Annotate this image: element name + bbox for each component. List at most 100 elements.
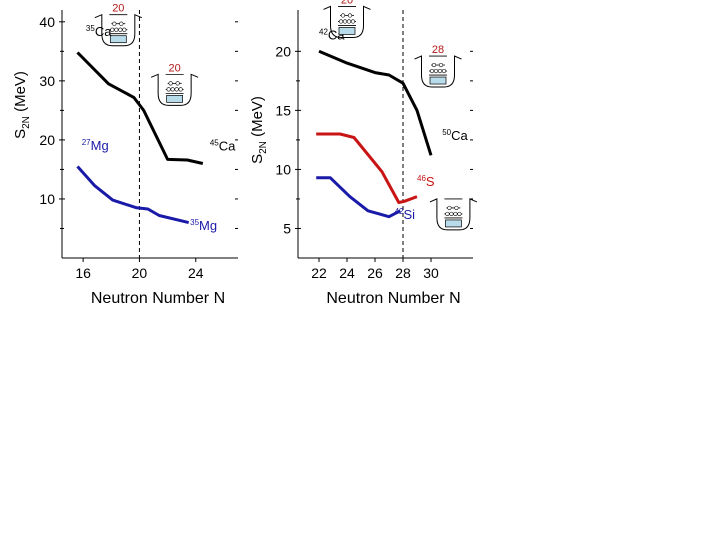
y-axis-title-subscript: 2N — [21, 116, 32, 129]
series-line-si-1 — [316, 176, 401, 219]
nucleon-dot-mid-1 — [433, 68, 439, 74]
nucleon-dot-0 — [168, 81, 173, 86]
nucleon-dot-1 — [347, 13, 353, 18]
y-axis-title-subscript: 2N — [258, 141, 269, 154]
x-axis-title: Neutron Number N — [326, 290, 460, 307]
isotope-element: S — [426, 174, 435, 189]
shell-diagram-1-2 — [429, 198, 478, 231]
nucleon-dot-mid-1 — [449, 211, 454, 217]
shell-core-box — [109, 35, 127, 44]
isotope-label: 27Mg — [82, 138, 109, 153]
y-tick-label: 30 — [39, 73, 55, 89]
isotope-label: 50Ca — [442, 128, 468, 143]
isotope-mass: 42 — [319, 28, 328, 37]
y-tick-label: 15 — [275, 102, 291, 118]
shell-label: 20 — [169, 62, 181, 74]
isotope-mass: 45 — [210, 139, 219, 148]
nucleon-dot-1 — [175, 81, 180, 86]
x-tick-label: 30 — [423, 265, 439, 281]
nucleon-dot-mid-0 — [338, 19, 344, 24]
shell-label: 20 — [112, 3, 124, 15]
isotope-mass: 42 — [395, 207, 404, 216]
nucleon-dot-mid-2 — [346, 19, 352, 24]
nucleon-dot-mid-0 — [445, 211, 450, 217]
nucleon-dot-0 — [431, 62, 437, 68]
isotope-mass: 46 — [417, 174, 426, 183]
x-tick-label: 28 — [395, 265, 411, 281]
isotope-mass: 35 — [190, 218, 199, 227]
nucleon-dot-0 — [112, 21, 117, 26]
y-tick-label: 10 — [39, 191, 55, 207]
isotope-label: 42Si — [395, 207, 416, 222]
shell-core-box — [338, 27, 356, 35]
nucleon-dot-mid-1 — [170, 87, 175, 92]
y-tick-label: 20 — [39, 132, 55, 148]
x-tick-label: 16 — [75, 265, 91, 281]
shell-diagram-1-1: 28 — [414, 44, 462, 88]
nucleon-dot-mid-3 — [457, 211, 462, 217]
y-tick-label: 10 — [275, 161, 291, 177]
isotope-element: Si — [404, 207, 416, 222]
nucleon-dot-mid-2 — [174, 87, 179, 92]
shell-well — [429, 198, 478, 231]
isotope-label: 35Ca — [86, 24, 112, 39]
shell-well — [94, 13, 143, 47]
nucleon-dot-mid-2 — [437, 68, 443, 74]
y-axis-title: S2N (MeV) — [12, 71, 32, 139]
isotope-mass: 27 — [82, 138, 91, 147]
y-axis-title-unit: (MeV) — [12, 71, 29, 116]
nucleon-dot-1 — [119, 21, 124, 26]
x-tick-label: 24 — [188, 265, 204, 281]
nucleon-dot-mid-1 — [342, 19, 348, 24]
shell-diagram-1-0: 20 — [323, 0, 371, 38]
y-axis-title: S2N (MeV) — [249, 96, 269, 164]
isotope-element: Ca — [451, 128, 468, 143]
isotope-label: 45Ca — [210, 139, 236, 154]
shell-well — [150, 73, 199, 106]
shell-diagram-0-1: 20 — [150, 62, 199, 106]
shell-core-box — [445, 219, 462, 228]
nucleon-dot-mid-0 — [166, 87, 171, 92]
series-line-mg-0 — [76, 165, 190, 225]
shell-well — [414, 55, 462, 88]
x-tick-label: 26 — [367, 265, 383, 281]
panel-0: 10 20 30 40 16 20 24 Neutron Number N S2N (MeV) 3… — [12, 3, 238, 307]
nucleon-dot-mid-3 — [122, 27, 127, 32]
shell-core-box — [166, 94, 183, 103]
y-tick-label: 5 — [283, 220, 291, 236]
nucleon-dot-mid-2 — [453, 211, 458, 217]
nucleon-dot-mid-2 — [118, 27, 123, 32]
y-tick-label: 20 — [275, 43, 291, 59]
nucleon-dot-1 — [438, 62, 444, 68]
nucleon-dot-mid-0 — [429, 68, 435, 74]
series-line-s-1 — [316, 132, 418, 204]
nucleon-dot-mid-3 — [441, 68, 447, 74]
y-axis-title-unit: (MeV) — [249, 96, 266, 141]
nucleon-dot-0 — [340, 13, 346, 18]
shell-core-box — [429, 76, 447, 85]
y-axis-title-symbol: S — [12, 129, 29, 139]
series-line-ca-1 — [318, 49, 433, 156]
nucleon-dot-mid-3 — [350, 19, 356, 24]
nucleon-dot-mid-0 — [110, 27, 115, 32]
x-tick-label: 20 — [132, 265, 148, 281]
x-tick-label: 22 — [311, 265, 327, 281]
y-axis-title-symbol: S — [249, 154, 266, 164]
isotope-element: Ca — [95, 24, 112, 39]
isotope-mass: 50 — [442, 128, 451, 137]
nucleon-dot-mid-1 — [114, 27, 119, 32]
series-line-ca-0 — [76, 51, 204, 165]
x-tick-label: 24 — [339, 265, 355, 281]
shell-label: 20 — [341, 0, 353, 6]
isotope-element: Ca — [219, 139, 236, 154]
shell-diagram-0-0: 20 — [94, 3, 143, 47]
y-tick-label: 40 — [39, 14, 55, 30]
shell-well — [323, 5, 371, 38]
x-axis-title: Neutron Number N — [91, 290, 225, 307]
isotope-label: 46S — [417, 174, 435, 189]
shell-label: 28 — [432, 44, 444, 56]
isotope-mass: 35 — [86, 24, 95, 33]
nucleon-dot-1 — [454, 205, 459, 211]
